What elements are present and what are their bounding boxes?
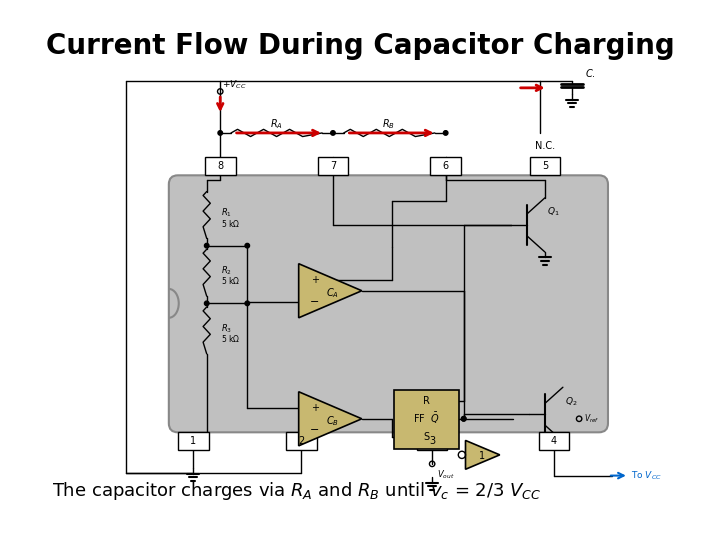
Bar <box>529 157 560 176</box>
Text: $Q_1$: $Q_1$ <box>546 205 559 218</box>
Bar <box>417 433 447 450</box>
Text: 5 k$\Omega$: 5 k$\Omega$ <box>221 218 240 228</box>
Bar <box>395 390 459 449</box>
Text: 5: 5 <box>541 161 548 171</box>
Text: 6: 6 <box>443 161 449 171</box>
Text: S: S <box>423 432 430 442</box>
Text: $R_1$: $R_1$ <box>221 207 232 219</box>
Circle shape <box>444 131 448 135</box>
Text: $R_2$: $R_2$ <box>221 265 232 277</box>
Circle shape <box>204 244 209 248</box>
Polygon shape <box>466 441 500 469</box>
Text: 1: 1 <box>190 436 197 447</box>
FancyBboxPatch shape <box>168 176 608 433</box>
Bar <box>318 157 348 176</box>
Circle shape <box>204 301 209 306</box>
Text: $R_B$: $R_B$ <box>382 117 395 131</box>
Circle shape <box>245 244 250 248</box>
Text: To $V_{CC}$: To $V_{CC}$ <box>631 469 662 482</box>
Bar <box>539 433 570 450</box>
Circle shape <box>218 131 222 135</box>
Bar <box>178 433 209 450</box>
Text: +: + <box>311 275 319 285</box>
Circle shape <box>462 416 466 421</box>
Text: $R_A$: $R_A$ <box>270 117 283 131</box>
Text: 1: 1 <box>479 451 485 461</box>
Text: 4: 4 <box>551 436 557 447</box>
Text: 5 k$\Omega$: 5 k$\Omega$ <box>221 333 240 344</box>
Text: $C_B$: $C_B$ <box>326 415 339 428</box>
Text: +: + <box>311 403 319 413</box>
Circle shape <box>462 416 466 421</box>
Text: $C.$: $C.$ <box>585 68 596 79</box>
Bar <box>205 157 235 176</box>
Text: FF  $\bar{Q}$: FF $\bar{Q}$ <box>413 411 440 426</box>
Text: 5 k$\Omega$: 5 k$\Omega$ <box>221 275 240 286</box>
Text: $C_A$: $C_A$ <box>326 287 339 300</box>
Text: $+V_{CC}$: $+V_{CC}$ <box>222 79 246 91</box>
Polygon shape <box>299 264 362 318</box>
Text: 8: 8 <box>217 161 223 171</box>
Text: The capacitor charges via $R_A$ and $R_B$ until $v_c$ = 2/3 $V_{CC}$: The capacitor charges via $R_A$ and $R_B… <box>52 480 541 502</box>
Bar <box>286 433 317 450</box>
Circle shape <box>245 301 250 306</box>
Text: $R_3$: $R_3$ <box>221 322 233 335</box>
Text: 2: 2 <box>298 436 305 447</box>
Text: −: − <box>310 296 320 307</box>
Text: $Q_2$: $Q_2$ <box>564 395 577 408</box>
Text: $V_{ref}$: $V_{ref}$ <box>584 413 599 425</box>
Bar <box>431 157 461 176</box>
Text: R: R <box>423 396 430 406</box>
Text: 7: 7 <box>330 161 336 171</box>
Polygon shape <box>299 392 362 446</box>
Text: Current Flow During Capacitor Charging: Current Flow During Capacitor Charging <box>45 32 675 60</box>
Text: −: − <box>310 424 320 435</box>
Text: N.C.: N.C. <box>535 141 555 151</box>
Circle shape <box>330 131 336 135</box>
Text: 3: 3 <box>429 436 435 447</box>
Text: $V_{out}$: $V_{out}$ <box>436 468 454 481</box>
